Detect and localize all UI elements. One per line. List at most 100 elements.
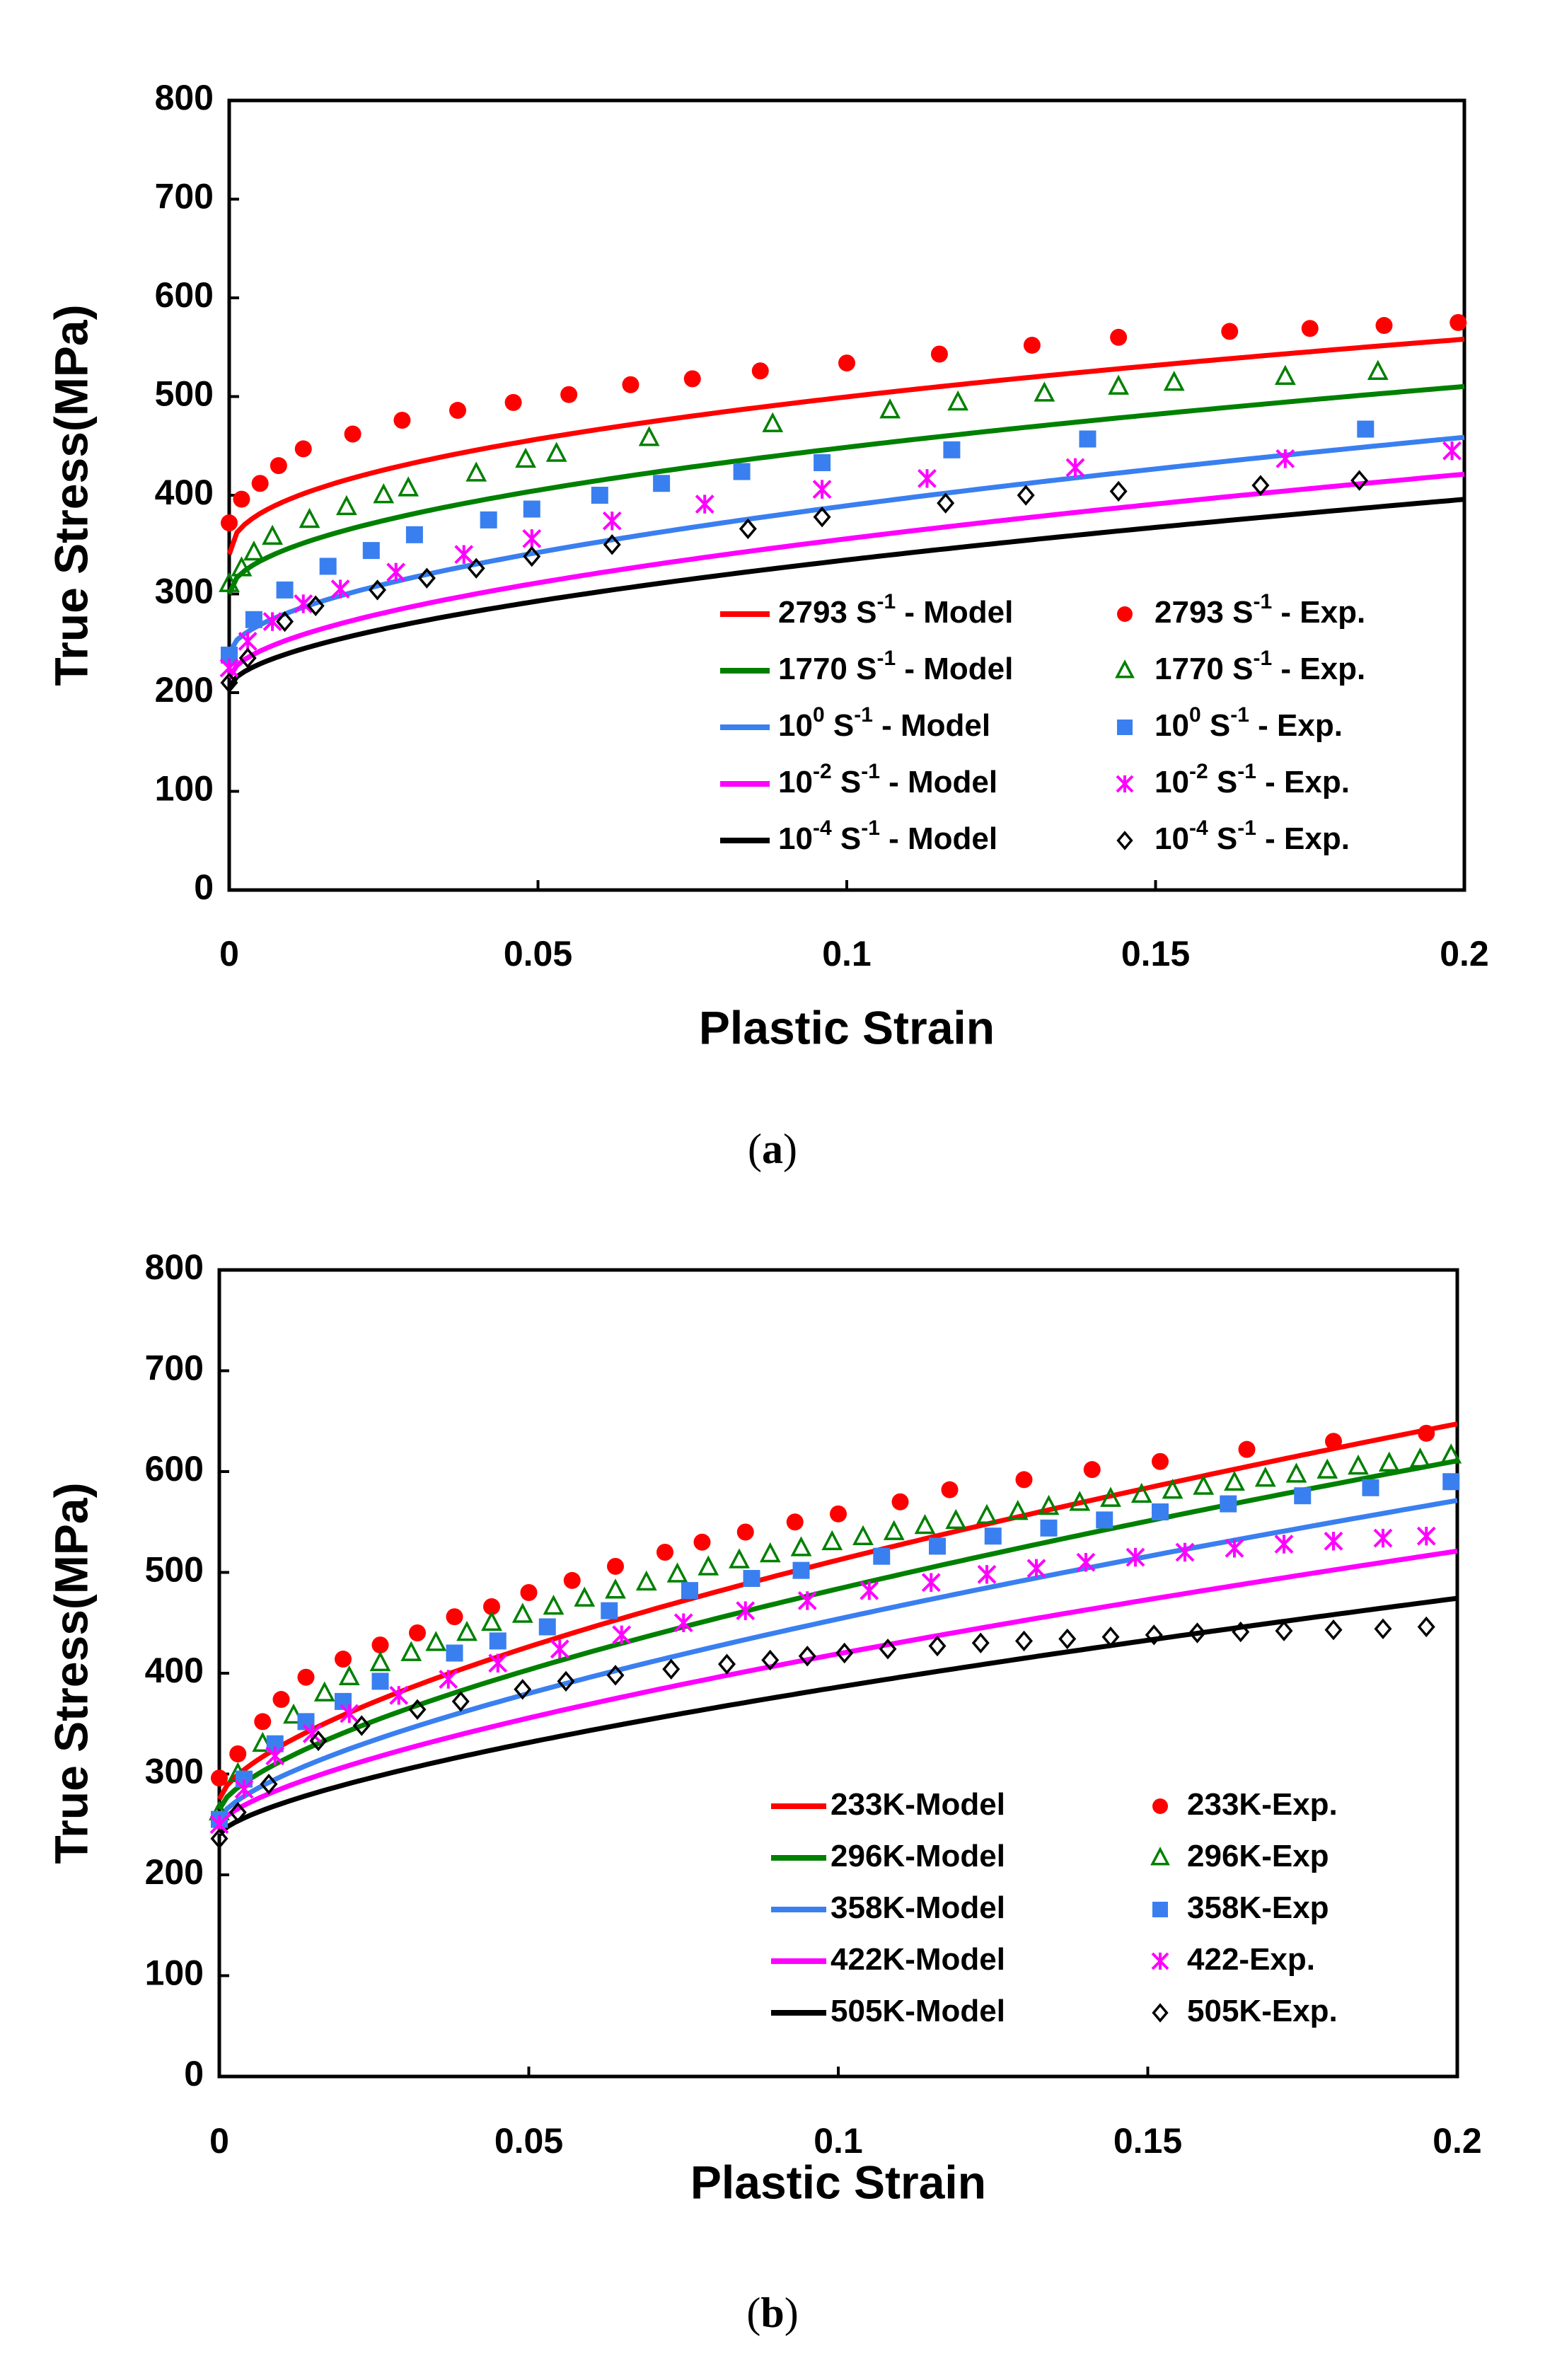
exp-point-diamond [309,1730,328,1752]
exp-point-diamond [1017,485,1035,506]
exp-point-triangle [1285,1462,1307,1483]
exp-point-triangle [335,495,357,516]
exp-point-square [653,475,671,492]
exp-point-circle [751,362,769,380]
exp-point-triangle [852,1525,874,1545]
exp-point-triangle [465,461,487,482]
legend-marker-triangle [1150,1847,1170,1866]
exp-point-diamond [1374,1618,1392,1640]
exp-point-circle [449,402,467,420]
exp-point-square [523,500,540,518]
model-line-2793-S-Model [226,336,1465,555]
exp-point-asterisk [977,1564,997,1584]
exp-point-triangle [243,540,265,561]
exp-point-asterisk [550,1639,569,1659]
model-line-1770-S-Model [226,383,1465,595]
model-line-10-S-Model [227,497,1465,690]
exp-point-asterisk [262,612,282,631]
x-tick-label: 0.2 [1440,934,1489,974]
exp-point-asterisk [736,1601,756,1621]
exp-point-circle [1238,1440,1256,1458]
exp-point-triangle [373,483,395,504]
exp-point-square [1357,420,1375,438]
exp-point-square [873,1547,891,1565]
legend-marker-diamond [1152,2003,1169,2023]
legend-label: 1770 S-1 - Exp. [1155,647,1365,686]
model-line-10-S-Model [226,434,1465,654]
exp-point-triangle [456,1621,478,1641]
exp-point-asterisk [1442,441,1462,461]
exp-point-diamond [408,1699,427,1721]
exp-point-square [1096,1511,1113,1529]
y-tick-label: 500 [145,1550,204,1590]
exp-point-circle [272,1691,290,1709]
exp-point-asterisk [1373,1528,1393,1548]
exp-point-circle [891,1493,909,1510]
legend-label: 422-Exp. [1187,1942,1315,1977]
exp-point-asterisk [454,545,474,565]
exp-point-square [245,611,262,628]
exp-point-square [1362,1479,1379,1496]
legend-label: 422K-Model [831,1942,1005,1977]
exp-point-triangle [914,1513,936,1535]
x-tick-label: 0.05 [504,934,572,974]
exp-point-triangle [1440,1443,1462,1464]
exp-point-asterisk [921,1573,941,1593]
exp-point-triangle [481,1610,502,1631]
legend-label: 1770 S-1 - Model [778,647,1013,686]
exp-point-triangle [879,398,901,419]
exp-point-diamond [238,647,257,669]
x-tick-label: 0.1 [822,934,872,974]
exp-point-asterisk [1225,1538,1244,1558]
exp-point-diamond [761,1649,780,1671]
exp-point-circle [393,411,411,429]
exp-point-square [405,526,423,543]
legend-label: 2793 S-1 - Exp. [1155,590,1365,630]
exp-point-circle [229,1745,247,1762]
exp-point-circle [941,1481,959,1498]
x-tick-label: 0.15 [1121,934,1190,974]
exp-point-diamond [1145,1624,1163,1646]
legend-label: 233K-Model [831,1787,1005,1822]
exp-point-asterisk [1324,1531,1343,1551]
exp-point-asterisk [522,528,542,548]
y-tick-label: 800 [155,78,214,117]
exp-point-asterisk [673,1613,693,1633]
exp-point-square [1220,1495,1237,1513]
exp-point-circle [1023,336,1041,354]
exp-point-asterisk [1416,1526,1436,1546]
legend-label: 2793 S-1 - Model [778,590,1013,630]
exp-point-triangle [400,1641,422,1661]
exp-point-triangle [574,1586,596,1607]
exp-point-triangle [1162,1479,1184,1499]
exp-point-circle [1301,320,1319,337]
exp-point-diamond [417,567,436,589]
exp-point-asterisk [389,1685,409,1705]
y-axis-label: True Stress(MPa) [45,1482,97,1864]
legend-marker-circle [1117,606,1133,622]
exp-point-diamond [1101,1626,1120,1648]
exp-point-circle [335,1651,352,1668]
exp-point-triangle [759,1542,781,1563]
exp-point-square [984,1527,1002,1545]
legend-label: 10-2 S-1 - Exp. [1155,760,1350,799]
exp-point-circle [270,457,287,475]
exp-point-circle [786,1513,804,1531]
exp-point-triangle [666,1562,688,1583]
exp-point-triangle [729,1548,750,1569]
exp-point-circle [344,425,361,443]
exp-point-triangle [511,1602,533,1623]
exp-point-triangle [369,1651,391,1672]
exp-point-triangle [515,447,536,468]
exp-point-circle [520,1584,538,1601]
legend-label: 233K-Exp. [1187,1787,1338,1822]
y-tick-label: 800 [145,1247,204,1287]
exp-point-triangle [1274,364,1296,385]
x-axis-label: Plastic Strain [690,2156,986,2208]
y-tick-label: 700 [155,177,214,216]
exp-point-triangle [698,1555,719,1576]
x-tick-label: 0 [219,934,239,974]
model-line-296K-Model [217,1458,1458,1811]
exp-point-triangle [1007,1500,1029,1520]
exp-point-diamond [1275,1620,1293,1641]
